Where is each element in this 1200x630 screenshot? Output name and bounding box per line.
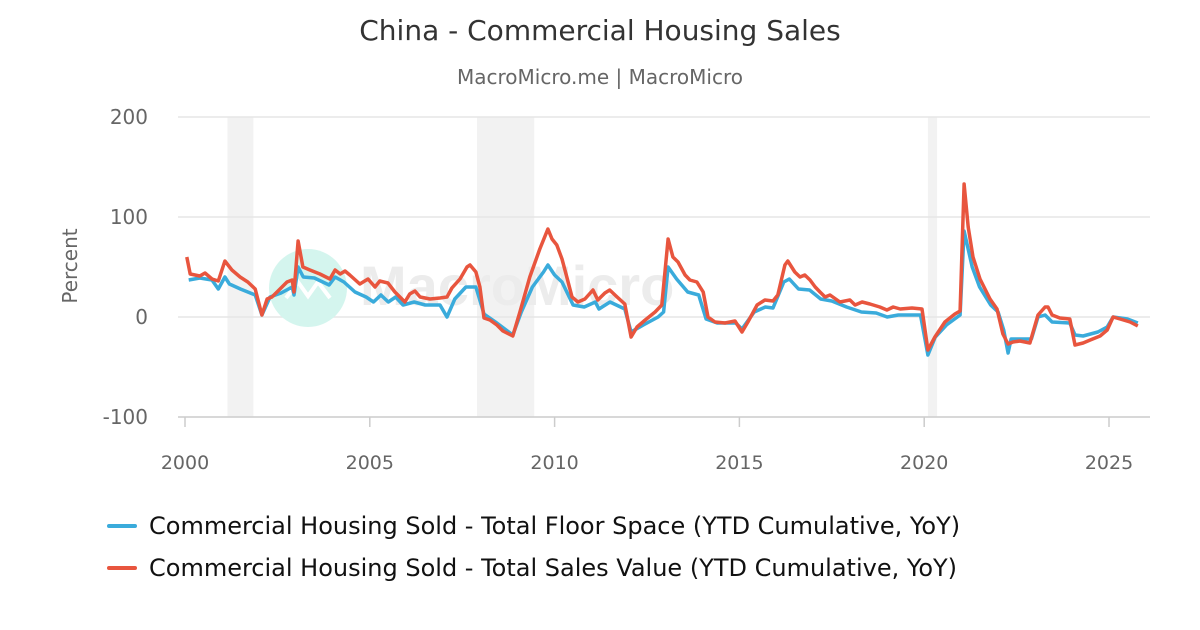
legend-label: Commercial Housing Sold - Total Sales Va… bbox=[149, 554, 958, 582]
x-tick-label: 2010 bbox=[530, 452, 578, 474]
x-tick-label: 2025 bbox=[1085, 452, 1133, 474]
y-tick-label: 0 bbox=[135, 305, 148, 329]
shaded-period bbox=[476, 117, 535, 417]
y-tick-label: -100 bbox=[103, 405, 148, 429]
y-tick-label: 200 bbox=[110, 105, 148, 129]
series-line-sales-value bbox=[185, 182, 1139, 352]
legend-swatch-sales-value bbox=[107, 566, 137, 570]
y-axis-label: Percent bbox=[58, 228, 82, 303]
legend-label: Commercial Housing Sold - Total Floor Sp… bbox=[149, 512, 961, 540]
shaded-period bbox=[227, 117, 254, 417]
shaded-period bbox=[927, 117, 938, 417]
legend-swatch-floor-space bbox=[107, 524, 137, 528]
series-line-floor-space bbox=[188, 229, 1139, 357]
x-tick-label: 2000 bbox=[161, 452, 209, 474]
legend-item-floor-space[interactable]: Commercial Housing Sold - Total Floor Sp… bbox=[107, 512, 960, 540]
legend-item-sales-value[interactable]: Commercial Housing Sold - Total Sales Va… bbox=[107, 554, 957, 582]
x-tick-label: 2005 bbox=[346, 452, 394, 474]
chart-title: China - Commercial Housing Sales bbox=[359, 14, 841, 47]
x-tick-label: 2015 bbox=[715, 452, 763, 474]
x-tick-label: 2020 bbox=[900, 452, 948, 474]
y-tick-label: 100 bbox=[110, 205, 148, 229]
chart-subtitle: MacroMicro.me | MacroMicro bbox=[457, 65, 743, 89]
